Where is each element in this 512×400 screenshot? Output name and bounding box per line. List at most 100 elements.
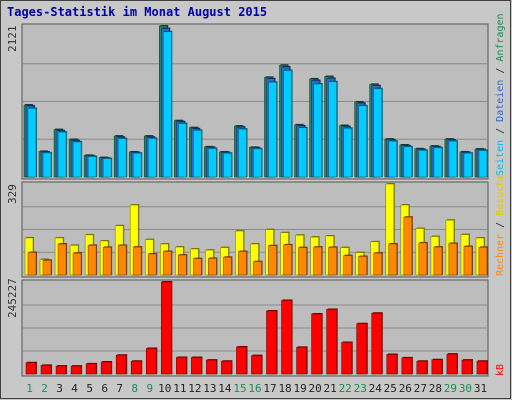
bar-seiten (463, 152, 473, 178)
x-tick-label: 6 (101, 382, 108, 395)
bar-rechner (358, 256, 368, 276)
bar-rechner (117, 245, 127, 276)
bar-seiten (162, 31, 172, 178)
bar-seiten (178, 123, 187, 178)
bar-kb (40, 365, 52, 375)
bar-rechner (147, 253, 157, 276)
bar-seiten (87, 156, 97, 178)
top-legend: Seiten / Dateien / Anfragen (495, 13, 506, 176)
bar-rechner (102, 247, 112, 276)
bar-kb (416, 360, 428, 375)
bar-seiten (388, 140, 398, 178)
x-tick-label: 14 (218, 382, 232, 395)
x-tick-label: 7 (116, 382, 123, 395)
bar-rechner (238, 251, 247, 276)
bar-kb (191, 357, 202, 375)
bar-rechner (328, 247, 337, 276)
middle-ymax-label: 329 (6, 184, 19, 204)
x-tick-label: 18 (278, 382, 291, 395)
bar-rechner (433, 246, 443, 276)
bar-rechner (57, 243, 67, 276)
bar-kb (55, 365, 67, 375)
bar-rechner (72, 252, 82, 276)
x-tick-label: 26 (399, 382, 412, 395)
bar-rechner (87, 245, 97, 276)
x-tick-label: 13 (203, 382, 216, 395)
bar-kb (446, 353, 458, 375)
bar-kb (25, 362, 37, 375)
x-tick-label: 25 (384, 382, 397, 395)
bar-rechner (223, 256, 232, 276)
bar-kb (70, 365, 82, 375)
bar-seiten (343, 128, 352, 178)
x-tick-label: 10 (158, 382, 171, 395)
x-tick-label: 3 (56, 382, 63, 395)
bar-rechner (478, 247, 488, 276)
bar-rechner (268, 245, 277, 276)
legend-kb: kB (495, 364, 506, 376)
bar-kb (266, 310, 277, 375)
bar-kb (251, 355, 262, 375)
x-tick-label: 5 (86, 382, 93, 395)
middle-legend: Rechner / Besuche (495, 174, 506, 276)
x-tick-label: 19 (293, 382, 306, 395)
bar-kb (221, 360, 232, 375)
top-ymax-label: 2121 (6, 26, 19, 53)
bar-rechner (388, 243, 398, 276)
bar-rechner (178, 254, 187, 276)
bar-seiten (208, 148, 217, 178)
bar-rechner (27, 252, 37, 276)
x-tick-label: 21 (324, 382, 337, 395)
bar-seiten (42, 152, 52, 178)
bar-seiten (223, 152, 232, 178)
bar-seiten (193, 130, 202, 178)
x-tick-label: 22 (339, 382, 352, 395)
bar-rechner (448, 243, 458, 276)
x-tick-label: 2 (41, 382, 48, 395)
bar-rechner (373, 252, 383, 276)
x-tick-label: 29 (444, 382, 457, 395)
x-tick-label: 12 (188, 382, 201, 395)
bar-kb (431, 359, 443, 375)
bar-seiten (117, 138, 127, 178)
x-tick-label: 1 (26, 382, 33, 395)
bar-kb (281, 300, 292, 375)
bar-seiten (478, 150, 488, 178)
x-tick-label: 11 (173, 382, 186, 395)
x-tick-label: 28 (429, 382, 442, 395)
chart-marks (22, 25, 488, 375)
bar-kb (85, 363, 97, 375)
x-tick-label: 17 (263, 382, 276, 395)
bar-kb (476, 360, 488, 375)
bar-seiten (328, 81, 337, 178)
bar-rechner (313, 246, 322, 276)
bar-rechner (298, 247, 307, 276)
bar-seiten (72, 141, 82, 178)
chart-title: Tages-Statistik im Monat August 2015 (7, 5, 267, 19)
bar-kb (401, 357, 413, 375)
bar-seiten (358, 105, 368, 178)
bar-kb (160, 281, 172, 375)
bar-kb (145, 348, 157, 375)
bar-kb (130, 360, 142, 375)
bar-kb (296, 347, 307, 375)
bar-kb (176, 357, 187, 375)
bar-seiten (268, 82, 277, 178)
bar-seiten (433, 147, 443, 178)
bar-seiten (132, 152, 142, 178)
x-tick-label: 9 (146, 382, 153, 395)
bar-seiten (253, 148, 262, 178)
bar-rechner (253, 261, 262, 276)
bar-kb (461, 359, 473, 375)
bar-rechner (343, 255, 352, 276)
bar-rechner (283, 244, 292, 276)
bar-seiten (373, 88, 383, 178)
x-tick-label: 31 (474, 382, 487, 395)
x-tick-label: 15 (233, 382, 246, 395)
x-tick-label: 23 (354, 382, 367, 395)
bar-seiten (313, 83, 322, 178)
bar-rechner (132, 246, 142, 276)
bar-seiten (448, 140, 458, 178)
